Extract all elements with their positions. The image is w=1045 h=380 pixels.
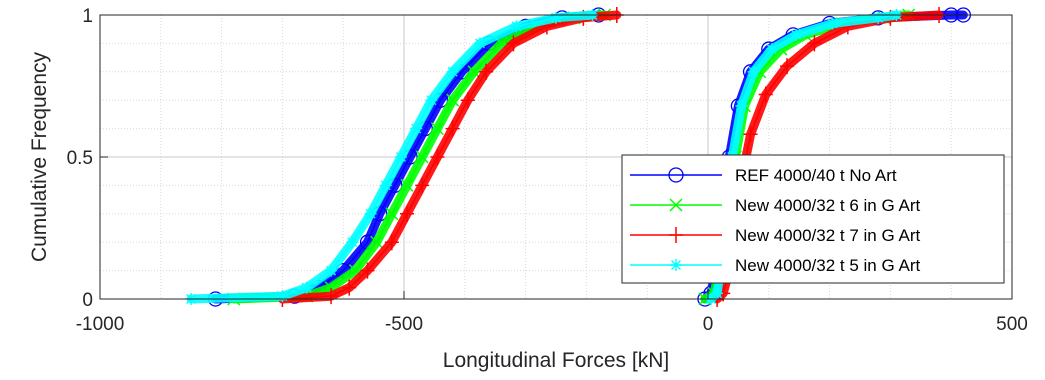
- y-tick-label: 0: [82, 290, 93, 311]
- legend-marker: [670, 259, 682, 271]
- data-point: [400, 205, 415, 222]
- data-point: [807, 35, 822, 52]
- legend-label: New 4000/32 t 6 in G Art: [735, 196, 920, 215]
- data-point: [446, 65, 459, 78]
- data-point: [400, 178, 414, 192]
- data-point: [446, 93, 460, 107]
- data-point: [747, 65, 760, 78]
- data-point: [765, 43, 778, 56]
- data-point: [510, 20, 523, 33]
- data-point: [379, 179, 392, 192]
- data-point: [467, 65, 481, 79]
- legend-label: New 4000/32 t 5 in G Art: [735, 256, 920, 275]
- y-tick-label: 0.5: [67, 148, 93, 169]
- data-point: [758, 86, 773, 103]
- data-point: [780, 58, 795, 75]
- data-point: [410, 122, 423, 135]
- x-tick-label: 500: [996, 314, 1028, 335]
- data-point: [425, 94, 438, 107]
- legend-label: REF 4000/40 t No Art: [735, 166, 897, 185]
- data-point: [325, 264, 338, 277]
- legend-entries: REF 4000/40 t No Art New 4000/32 t 6 in G…: [630, 166, 920, 275]
- data-point: [479, 63, 494, 80]
- data-point: [743, 126, 758, 143]
- data-point: [276, 290, 289, 303]
- data-point: [550, 11, 562, 24]
- data-point: [872, 11, 885, 24]
- x-axis-ticks: -1000 -500 0 500: [76, 291, 1028, 335]
- y-axis-ticks: 00.51: [67, 6, 108, 311]
- x-tick-label: 0: [703, 314, 714, 335]
- data-point: [460, 92, 475, 109]
- data-point: [324, 288, 339, 305]
- legend-marker: [669, 227, 683, 243]
- data-point: [415, 150, 429, 164]
- data-point: [474, 37, 486, 50]
- data-point: [430, 122, 444, 136]
- data-point: [384, 234, 399, 251]
- data-point: [506, 35, 521, 52]
- data-point: [394, 151, 407, 163]
- data-point: [430, 149, 445, 165]
- data-point: [445, 120, 460, 137]
- data-point: [711, 287, 724, 300]
- data-point: [735, 99, 748, 112]
- series-layer: [185, 7, 972, 307]
- x-tick-label: -500: [385, 314, 423, 335]
- data-point: [364, 207, 377, 220]
- data-point: [346, 236, 359, 249]
- data-point: [342, 279, 357, 296]
- data-point: [360, 262, 375, 279]
- legend: REF 4000/40 t No Art New 4000/32 t 6 in G…: [621, 154, 1005, 284]
- x-axis-label: Longitudinal Forces [kN]: [443, 349, 669, 372]
- legend-label: New 4000/32 t 7 in G Art: [735, 226, 920, 245]
- x-tick-label: -1000: [76, 314, 125, 335]
- data-point: [370, 235, 384, 249]
- y-tick-label: 1: [82, 6, 93, 27]
- data-point: [826, 17, 839, 30]
- y-axis-label: Cumulative Frequency: [28, 51, 51, 262]
- data-point: [385, 207, 399, 221]
- data-point: [415, 177, 430, 194]
- legend-marker: [669, 198, 683, 212]
- data-point: [790, 28, 803, 41]
- legend-box: [621, 154, 1005, 284]
- legend-marker: [668, 167, 684, 183]
- data-point: [300, 281, 313, 294]
